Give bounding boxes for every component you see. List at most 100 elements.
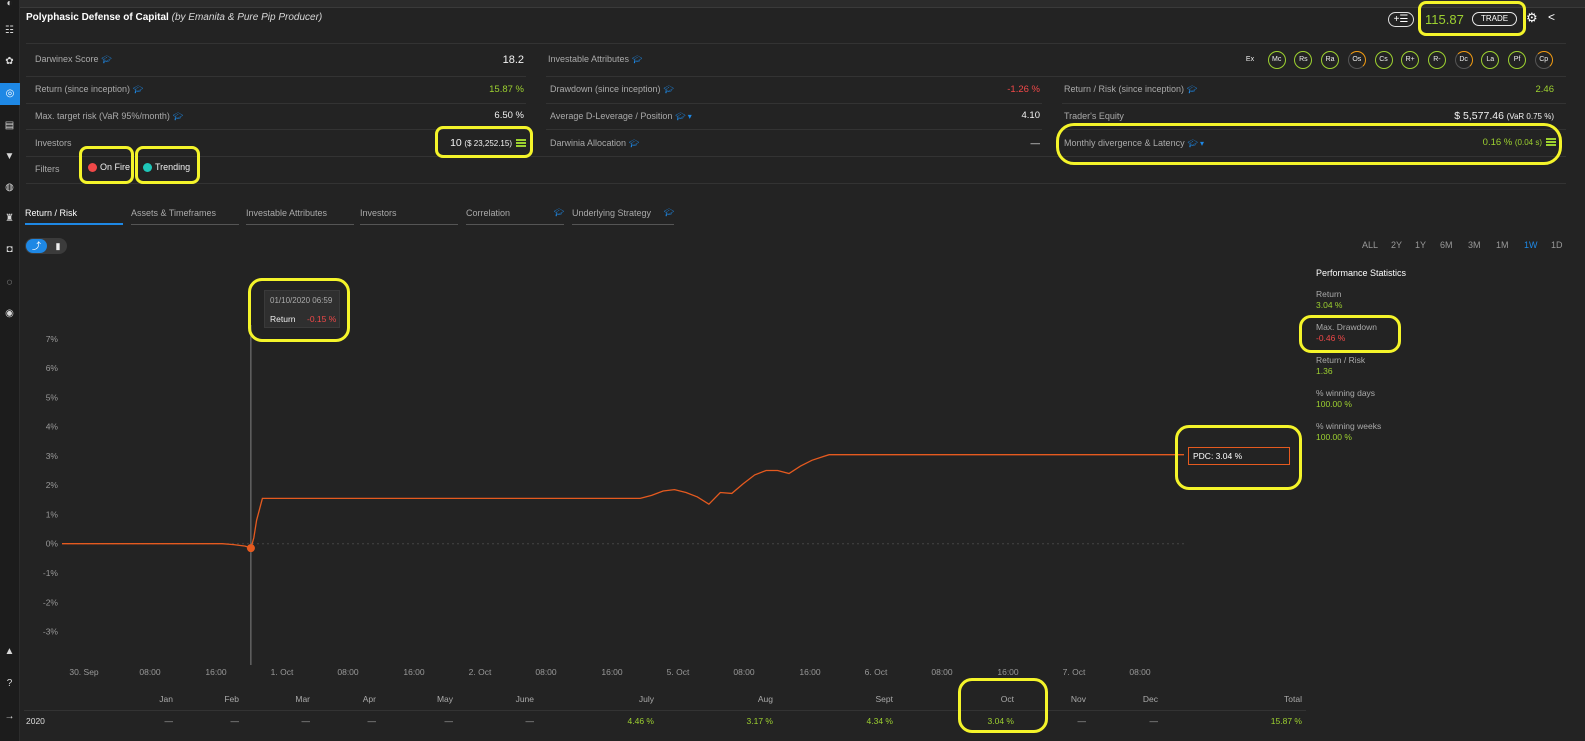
gear-icon[interactable]: ⚙	[1526, 10, 1538, 25]
attribute-badge-rminus[interactable]: R-	[1427, 51, 1446, 69]
education-cap-icon[interactable]: 🎓︎	[1187, 85, 1198, 94]
chart-type-toggle[interactable]: ⤴ ▮	[25, 238, 67, 254]
range-all[interactable]: ALL	[1362, 240, 1379, 250]
darwinex-score-value: 18.2	[502, 54, 524, 66]
month-header: Jan	[159, 694, 173, 704]
code-icon[interactable]: ◌	[6, 277, 13, 288]
perf-label: Max. Drawdown	[1316, 322, 1377, 332]
attribute-badge-pf[interactable]: Pf	[1508, 51, 1526, 69]
drawdown-inception-value: -1.26 %	[1007, 84, 1040, 95]
range-2y[interactable]: 2Y	[1391, 240, 1403, 250]
tab-correlation[interactable]: Correlation 🎓︎	[466, 208, 564, 225]
y-tick-label: -3%	[43, 627, 59, 637]
range-1d[interactable]: 1D	[1551, 240, 1563, 250]
logout-icon[interactable]: →	[4, 711, 15, 722]
return-chart[interactable]: 7% 6% 5% 4% 3% 2% 1% 0% -1% -2% -3% 30. Sep 08:00 16:…	[20, 260, 1200, 690]
candle-chart-icon[interactable]: ▮	[55, 241, 61, 251]
trade-button[interactable]: TRADE	[1472, 12, 1517, 26]
avg-dleverage-label: Average D-Leverage / Position 🎓︎ ▾	[550, 111, 692, 121]
x-tick-label: 16:00	[403, 667, 425, 677]
education-cap-icon[interactable]: 🎓︎	[101, 55, 112, 64]
divider	[26, 76, 526, 77]
range-1m[interactable]: 1M	[1496, 240, 1509, 250]
year-label: 2020	[26, 716, 45, 726]
y-tick-label: 6%	[46, 363, 59, 373]
y-tick-label: -2%	[43, 597, 59, 607]
question-icon[interactable]: ?	[6, 678, 13, 689]
performance-title: Performance Statistics	[1316, 268, 1407, 278]
pdc-value-label: PDC: 3.04 %	[1188, 447, 1290, 465]
education-cap-icon[interactable]: 🎓︎	[629, 139, 640, 148]
traders-equity-value: $ 5,577.46 (VaR 0.75 %)	[1454, 110, 1554, 122]
perf-value: 3.04 %	[1316, 300, 1343, 310]
add-to-list-button[interactable]: +☰	[1388, 12, 1414, 27]
trophy-icon[interactable]: ♜	[5, 213, 14, 224]
attribute-badge-os[interactable]: Os	[1347, 51, 1366, 69]
range-6m[interactable]: 6M	[1440, 240, 1453, 250]
attribute-badge-rs[interactable]: Rs	[1294, 51, 1313, 69]
tab-assets-timeframes[interactable]: Assets & Timeframes	[131, 208, 239, 225]
return-risk-label: Return / Risk (since inception) 🎓︎	[1064, 84, 1198, 94]
attribute-badge-mc[interactable]: Mc	[1267, 51, 1286, 69]
divider	[26, 43, 1566, 44]
divider	[26, 129, 526, 130]
attribute-badge-cs[interactable]: Cs	[1374, 51, 1393, 69]
darwin-title: Polyphasic Defense of Capital (by Emanit…	[26, 12, 322, 23]
perf-label: Return	[1316, 289, 1342, 299]
highlight-box	[1299, 315, 1401, 353]
x-tick-label: 16:00	[601, 667, 623, 677]
x-tick-label: 6. Oct	[865, 667, 888, 677]
globe-icon[interactable]: ◍	[5, 182, 14, 193]
month-header: June	[515, 694, 534, 704]
perf-label: % winning days	[1316, 388, 1376, 398]
attribute-badge-dc[interactable]: Dc	[1454, 51, 1473, 69]
investable-attributes-label: Investable Attributes 🎓︎	[548, 54, 643, 64]
tab-investors[interactable]: Investors	[360, 208, 458, 225]
return-inception-label: Return (since inception) 🎓︎	[35, 84, 144, 94]
on-fire-filter[interactable]: On Fire	[88, 162, 130, 176]
education-icon[interactable]: ▲	[4, 646, 15, 657]
darwin-icon[interactable]: ◎	[0, 83, 20, 105]
trending-filter[interactable]: Trending	[143, 162, 190, 176]
x-tick-label: 08:00	[337, 667, 359, 677]
x-tick-label: 08:00	[931, 667, 953, 677]
filter-icon[interactable]: ▼	[4, 151, 15, 162]
range-3m[interactable]: 3M	[1468, 240, 1481, 250]
menu-icon[interactable]	[1546, 138, 1556, 147]
share-icon[interactable]: <	[1548, 10, 1556, 24]
education-cap-icon[interactable]: 🎓︎	[632, 55, 643, 64]
education-cap-icon[interactable]: 🎓︎ ▾	[1187, 139, 1204, 148]
return-inception-value: 15.87 %	[489, 84, 524, 95]
nav-icon-1[interactable]: ◐	[6, 0, 13, 9]
tab-investable-attributes[interactable]: Investable Attributes	[246, 208, 354, 225]
education-cap-icon[interactable]: 🎓︎ ▾	[675, 112, 692, 121]
attribute-badge-rplus[interactable]: R+	[1401, 51, 1420, 69]
dashboard-icon[interactable]: ☷	[5, 25, 14, 36]
bag-icon[interactable]: ◘	[6, 244, 13, 255]
menu-icon[interactable]	[516, 139, 526, 148]
tab-underlying-strategy[interactable]: Underlying Strategy 🎓︎	[572, 208, 674, 225]
y-tick-label: 1%	[46, 509, 59, 519]
education-cap-icon[interactable]: 🎓︎	[172, 112, 184, 121]
range-1w[interactable]: 1W	[1524, 240, 1538, 250]
education-cap-icon[interactable]: 🎓︎	[133, 85, 144, 94]
month-value: —	[164, 716, 174, 726]
x-tick-label: 16:00	[997, 667, 1019, 677]
perf-value: 100.00 %	[1316, 432, 1352, 442]
attribute-badge-la[interactable]: La	[1481, 51, 1500, 69]
attribute-badge-ra[interactable]: Ra	[1321, 51, 1340, 69]
month-value: —	[1077, 716, 1087, 726]
divider	[26, 156, 1566, 157]
attribute-badge-ex[interactable]: Ex	[1245, 56, 1255, 63]
education-cap-icon[interactable]: 🎓︎	[663, 85, 674, 94]
range-1y[interactable]: 1Y	[1415, 240, 1427, 250]
tab-return-risk[interactable]: Return / Risk	[25, 208, 123, 225]
document-icon[interactable]: ▤	[4, 120, 15, 131]
paw-icon[interactable]: ✿	[5, 56, 14, 67]
line-chart-icon[interactable]: ⤴	[26, 239, 47, 253]
return-risk-value: 2.46	[1535, 84, 1555, 95]
help-circle-icon[interactable]: ◉	[5, 308, 14, 319]
attribute-badge-cp[interactable]: Cp	[1534, 51, 1553, 69]
month-value: 15.87 %	[1270, 716, 1302, 726]
trending-label: Trending	[155, 162, 191, 172]
